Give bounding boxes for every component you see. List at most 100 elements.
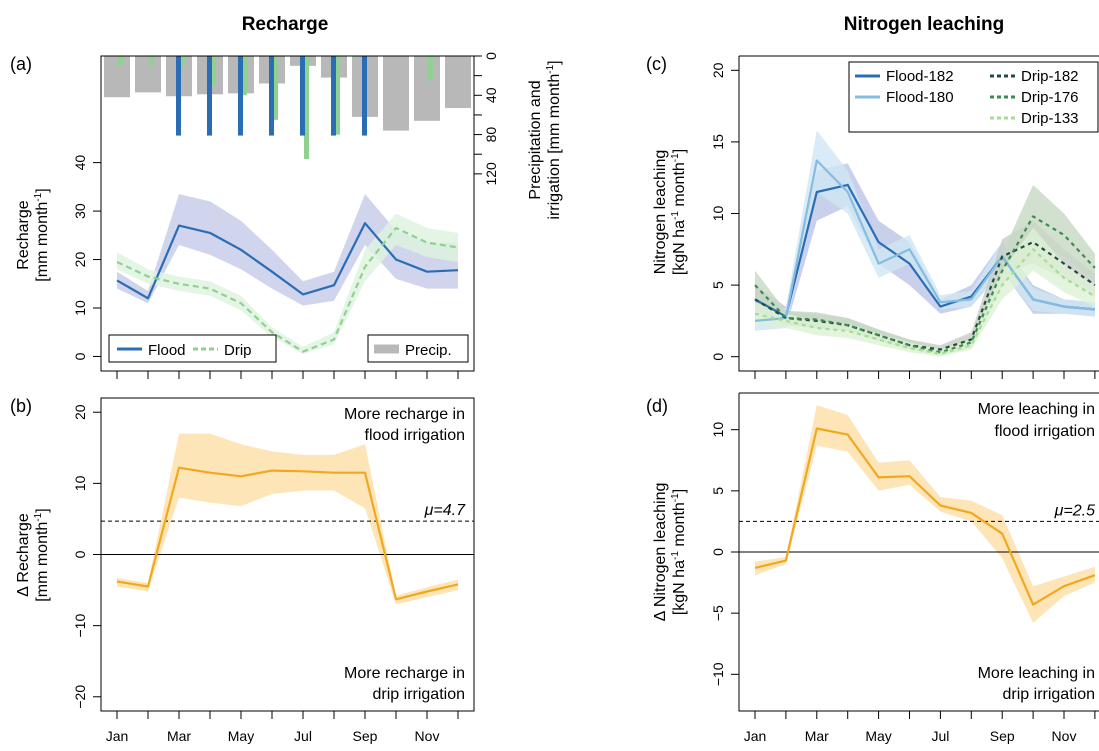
title-recharge: Recharge — [242, 14, 329, 35]
legend-leaching: Flood-182 Flood-180 Drip-182 Drip-176 Dr… — [848, 61, 1099, 133]
drip-irrigation-bar-0 — [118, 56, 123, 66]
legend-recharge: Flood Drip — [108, 334, 277, 363]
recharge-ytick-label-2: 20 — [72, 252, 88, 268]
delta-recharge-ytick-label-1: −10 — [72, 614, 88, 638]
leaching-ytick-label-3: 15 — [710, 134, 726, 150]
delta-recharge-ytick-label-4: 20 — [72, 404, 88, 420]
delta-leaching-line-0 — [754, 427, 1096, 606]
legend-drip176-label: Drip-176 — [1021, 89, 1079, 106]
legend-precip-label: Precip. — [405, 342, 452, 359]
leaching-ylabel-2: [kgN ha-1 month-1] — [670, 149, 688, 275]
panel-b-plot: −20 −10 0 10 20 Jan Mar May Jul Sep Nov More rech… — [15, 397, 475, 744]
note-bottom-1-d: More leaching in — [978, 665, 1095, 682]
precip-ytick-label-1: 40 — [483, 87, 499, 103]
panel-label-a: (a) — [10, 54, 32, 74]
panel-d-ylabel: Δ Nitrogen leaching [kgN ha-1 month-1] — [652, 483, 688, 622]
panel-c-frame — [738, 55, 1099, 372]
delta-leaching-ytick-label-0: −10 — [710, 662, 726, 686]
panel-a-right-axis: 0 40 80 120 — [474, 52, 499, 186]
drip-irrigation-bar-6 — [304, 56, 309, 160]
delta-leaching-ylabel-1: Δ Nitrogen leaching — [652, 483, 669, 622]
mean-label-d: μ=2.5 — [1054, 502, 1095, 519]
delta-recharge-line — [116, 466, 459, 601]
leaching-bands — [755, 130, 1095, 357]
irrigation-bars — [118, 56, 433, 160]
leaching-ytick-label-0: 0 — [710, 353, 726, 361]
precip-bar-1 — [135, 56, 161, 93]
delta-leaching-band-0 — [755, 405, 1095, 623]
panel-d-plot: −10 −5 0 5 10 Jan Mar May Jul Sep Nov More leachi… — [652, 392, 1099, 744]
precip-bar-9 — [383, 56, 409, 131]
delta-recharge-line-0 — [116, 466, 459, 601]
legend-drip133-label: Drip-133 — [1021, 110, 1079, 127]
recharge-ytick-label-4: 40 — [72, 155, 88, 171]
delta-leaching-xtick-label-1: Mar — [805, 728, 829, 744]
leaching-line-1 — [754, 159, 1095, 322]
delta-leaching-ytick-label-3: 5 — [710, 487, 726, 495]
delta-leaching-band — [755, 405, 1095, 623]
panel-b-x-axis: Jan Mar May Jul Sep Nov — [106, 711, 459, 744]
recharge-ytick-label-0: 0 — [72, 352, 88, 360]
drip-irrigation-bar-3 — [211, 56, 216, 86]
precip-bar-11 — [445, 56, 471, 109]
panel-d-x-axis: Jan Mar May Jul Sep Nov — [744, 711, 1096, 744]
panel-label-c: (c) — [646, 54, 667, 74]
panel-a-plot: 0 10 20 30 40 0 40 80 120 Recharge [mm month-1]… — [15, 52, 563, 379]
panel-b-ylabel: Δ Recharge [mm month-1] — [15, 508, 51, 601]
flood-irrigation-bar-4 — [238, 56, 243, 136]
legend-flood182-label: Flood-182 — [886, 68, 954, 85]
delta-recharge-band — [117, 433, 458, 605]
panel-a-frame — [100, 55, 475, 372]
recharge-bands — [117, 194, 458, 354]
panel-a-y2label: Precipitation and irrigation [mm month-1… — [527, 60, 563, 219]
panel-d-frame — [738, 392, 1099, 712]
leaching-lines — [754, 159, 1096, 355]
drip-irrigation-bar-1 — [149, 56, 154, 66]
legend-flood180-label: Flood-180 — [886, 89, 954, 106]
panel-a-ylabel: Recharge [mm month-1] — [15, 188, 51, 281]
legend-drip182-label: Drip-182 — [1021, 68, 1079, 85]
note-top-1: More recharge in — [344, 406, 465, 423]
drip-irrigation-bar-10 — [428, 56, 433, 81]
precip-bar-0 — [104, 56, 130, 98]
panel-b-y-axis: −20 −10 0 10 20 — [72, 404, 101, 709]
recharge-line-1 — [116, 226, 459, 353]
leaching-ytick-label-1: 5 — [710, 281, 726, 289]
precip-ylabel-2: irrigation [mm month-1] — [545, 60, 563, 219]
flood-irrigation-bar-8 — [362, 56, 367, 136]
panel-a-left-axis: 0 10 20 30 40 — [72, 155, 101, 360]
delta-leaching-xtick-label-4: Sep — [990, 728, 1015, 744]
recharge-ytick-label-1: 10 — [72, 300, 88, 316]
note-bottom-2: drip irrigation — [373, 686, 465, 703]
delta-leaching-ytick-label-2: 0 — [710, 548, 726, 556]
delta-leaching-ytick-label-4: 10 — [710, 422, 726, 438]
title-nitrogen: Nitrogen leaching — [844, 14, 1004, 35]
panel-c-plot: 0 5 10 15 20 Nitrogen leaching [kgN ha-1 mon… — [652, 55, 1099, 379]
panel-c-ylabel: Nitrogen leaching [kgN ha-1 month-1] — [652, 149, 688, 275]
delta-recharge-ytick-label-0: −20 — [72, 685, 88, 709]
drip-irrigation-bar-2 — [180, 56, 185, 66]
delta-recharge-xtick-label-5: Nov — [415, 728, 440, 744]
recharge-band-0 — [117, 194, 458, 306]
delta-leaching-xtick-label-3: Jul — [931, 728, 949, 744]
panel-d-y-axis: −10 −5 0 5 10 — [710, 422, 739, 686]
panel-label-b: (b) — [10, 396, 32, 416]
drip-irrigation-bar-4 — [242, 56, 247, 96]
delta-recharge-xtick-label-0: Jan — [106, 728, 129, 744]
precip-bar-10 — [414, 56, 440, 121]
panel-c-y-axis: 0 5 10 15 20 — [710, 62, 739, 361]
delta-recharge-band-0 — [117, 433, 458, 605]
delta-leaching-ylabel-2: [kgN ha-1 month-1] — [670, 489, 688, 615]
note-top-1-d: More leaching in — [978, 401, 1095, 418]
flood-irrigation-bar-5 — [269, 56, 274, 136]
panel-label-d: (d) — [646, 396, 668, 416]
leaching-ytick-label-4: 20 — [710, 62, 726, 78]
precip-ytick-label-3: 120 — [483, 162, 499, 186]
delta-leaching-xtick-label-2: May — [865, 728, 891, 744]
legend-drip-label: Drip — [224, 342, 252, 359]
precip-ylabel-1: Precipitation and — [527, 80, 544, 199]
drip-irrigation-bar-5 — [273, 56, 278, 120]
delta-recharge-xtick-label-2: May — [228, 728, 254, 744]
delta-leaching-xtick-label-5: Nov — [1052, 728, 1077, 744]
